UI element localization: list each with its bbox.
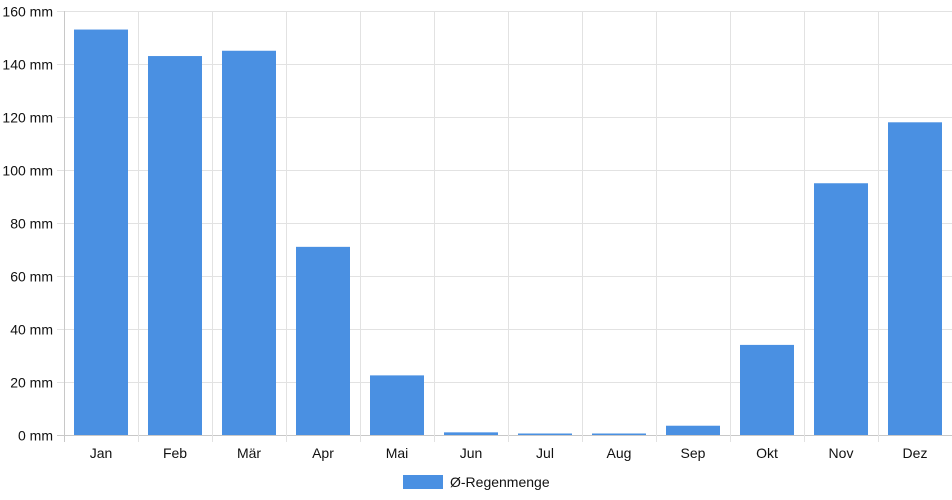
legend-swatch[interactable]	[403, 475, 443, 489]
y-tick-label: 160 mm	[2, 4, 53, 20]
bar	[592, 433, 646, 435]
y-tick-label: 60 mm	[10, 269, 53, 285]
bar	[666, 425, 720, 435]
legend-label[interactable]: Ø-Regenmenge	[450, 474, 550, 490]
grid-lines	[57, 11, 952, 442]
legend[interactable]: Ø-Regenmenge	[403, 474, 550, 490]
bar	[814, 183, 868, 435]
x-tick-label: Jul	[536, 445, 554, 461]
bar	[740, 344, 794, 435]
x-tick-labels: Jan Feb Mär Apr Mai Jun Jul Aug Sep Okt Nov Dez	[90, 445, 928, 461]
bar	[444, 432, 498, 435]
x-tick-label: Sep	[681, 445, 706, 461]
y-tick-label: 40 mm	[10, 322, 53, 338]
x-tick-label: Nov	[829, 445, 854, 461]
x-tick-label: Dez	[903, 445, 928, 461]
bar	[518, 433, 572, 435]
x-tick-label: Apr	[312, 445, 334, 461]
y-tick-label: 0 mm	[18, 428, 53, 444]
y-tick-label: 140 mm	[2, 57, 53, 73]
y-tick-label: 120 mm	[2, 110, 53, 126]
bars	[74, 29, 942, 436]
x-tick-label: Jun	[460, 445, 483, 461]
bar	[148, 56, 202, 436]
bar	[888, 122, 942, 436]
y-tick-label: 80 mm	[10, 216, 53, 232]
y-tick-label: 20 mm	[10, 375, 53, 391]
y-tick-labels: 0 mm 20 mm 40 mm 60 mm 80 mm 100 mm 120 mm 140 …	[2, 4, 53, 444]
x-tick-label: Mai	[386, 445, 409, 461]
bar	[370, 375, 424, 435]
x-tick-label: Feb	[163, 445, 187, 461]
x-tick-label: Jan	[90, 445, 113, 461]
bar	[296, 246, 350, 435]
y-tick-label: 100 mm	[2, 163, 53, 179]
x-tick-label: Okt	[756, 445, 778, 461]
x-tick-label: Mär	[237, 445, 261, 461]
bar	[222, 50, 276, 435]
x-tick-label: Aug	[607, 445, 632, 461]
bar	[74, 29, 128, 436]
